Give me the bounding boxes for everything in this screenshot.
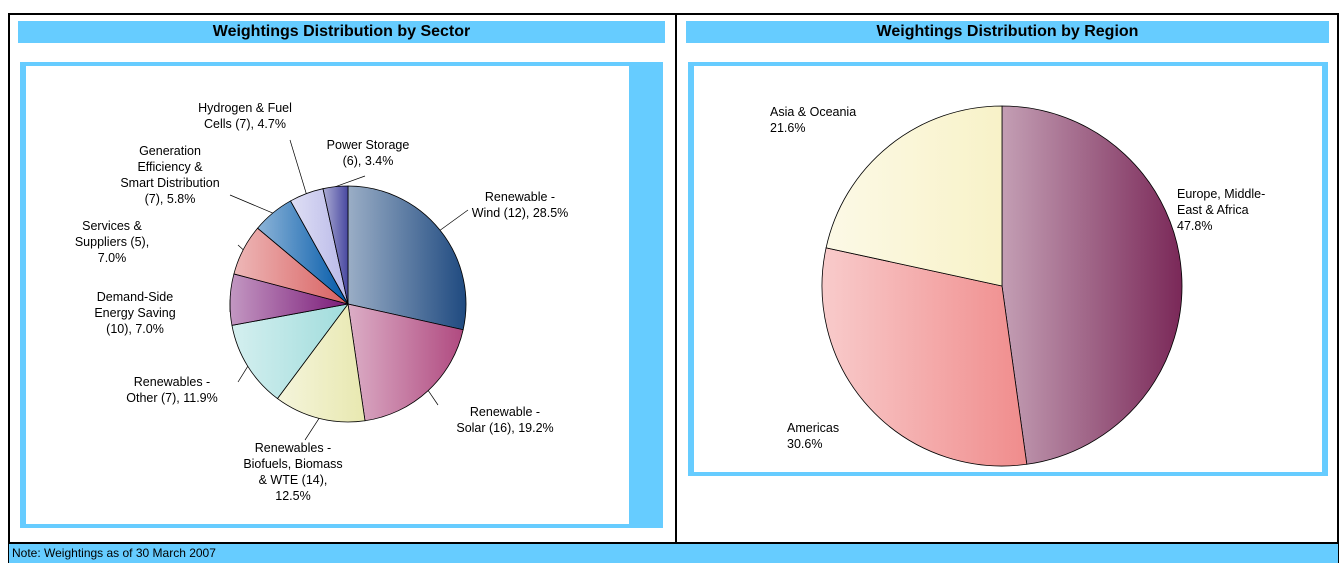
border <box>8 13 10 563</box>
border <box>8 13 1339 15</box>
pie-slice <box>322 185 349 305</box>
slice-label: Renewable - Wind (12), 28.5% <box>471 190 569 220</box>
slice-label: Services & Suppliers (5), 7.0% <box>74 219 150 265</box>
chart-title: Weightings Distribution by Region <box>686 21 1329 43</box>
slice-label: Demand-Side Energy Saving (10), 7.0% <box>94 290 176 336</box>
leader-line <box>304 418 320 441</box>
border <box>675 13 677 543</box>
leader-line <box>289 139 307 194</box>
pie-slice <box>825 105 1003 287</box>
slice-label: Generation Efficiency & Smart Distributi… <box>120 144 220 206</box>
leader-line <box>439 209 469 231</box>
slice-label: Asia & Oceania 21.6% <box>770 105 857 135</box>
slice-label: Europe, Middle- East & Africa 47.8% <box>1177 187 1266 233</box>
slice-label: Hydrogen & Fuel Cells (7), 4.7% <box>198 101 292 131</box>
slice-label: Renewables - Biofuels, Biomass & WTE (14… <box>243 441 343 503</box>
slice-label: Americas 30.6% <box>787 421 840 451</box>
chart-title: Weightings Distribution by Sector <box>18 21 665 43</box>
slice-label: Renewable - Solar (16), 19.2% <box>456 405 554 435</box>
leader-line <box>237 366 249 383</box>
pie-slice <box>821 247 1028 467</box>
border <box>1337 13 1339 563</box>
leader-line <box>335 175 366 188</box>
leader-line <box>237 244 244 251</box>
leader-line <box>229 194 273 214</box>
pie-slice <box>347 185 467 331</box>
border <box>8 542 1339 544</box>
pie-slice <box>276 302 366 423</box>
pie-slice <box>1001 105 1183 465</box>
slice-label: Power Storage (6), 3.4% <box>326 138 410 168</box>
slice-label: Renewables - Other (7), 11.9% <box>126 375 218 405</box>
leader-line <box>427 390 439 406</box>
pie-slice <box>347 303 464 422</box>
note: Note: Weightings as of 30 March 2007 <box>9 544 1338 563</box>
